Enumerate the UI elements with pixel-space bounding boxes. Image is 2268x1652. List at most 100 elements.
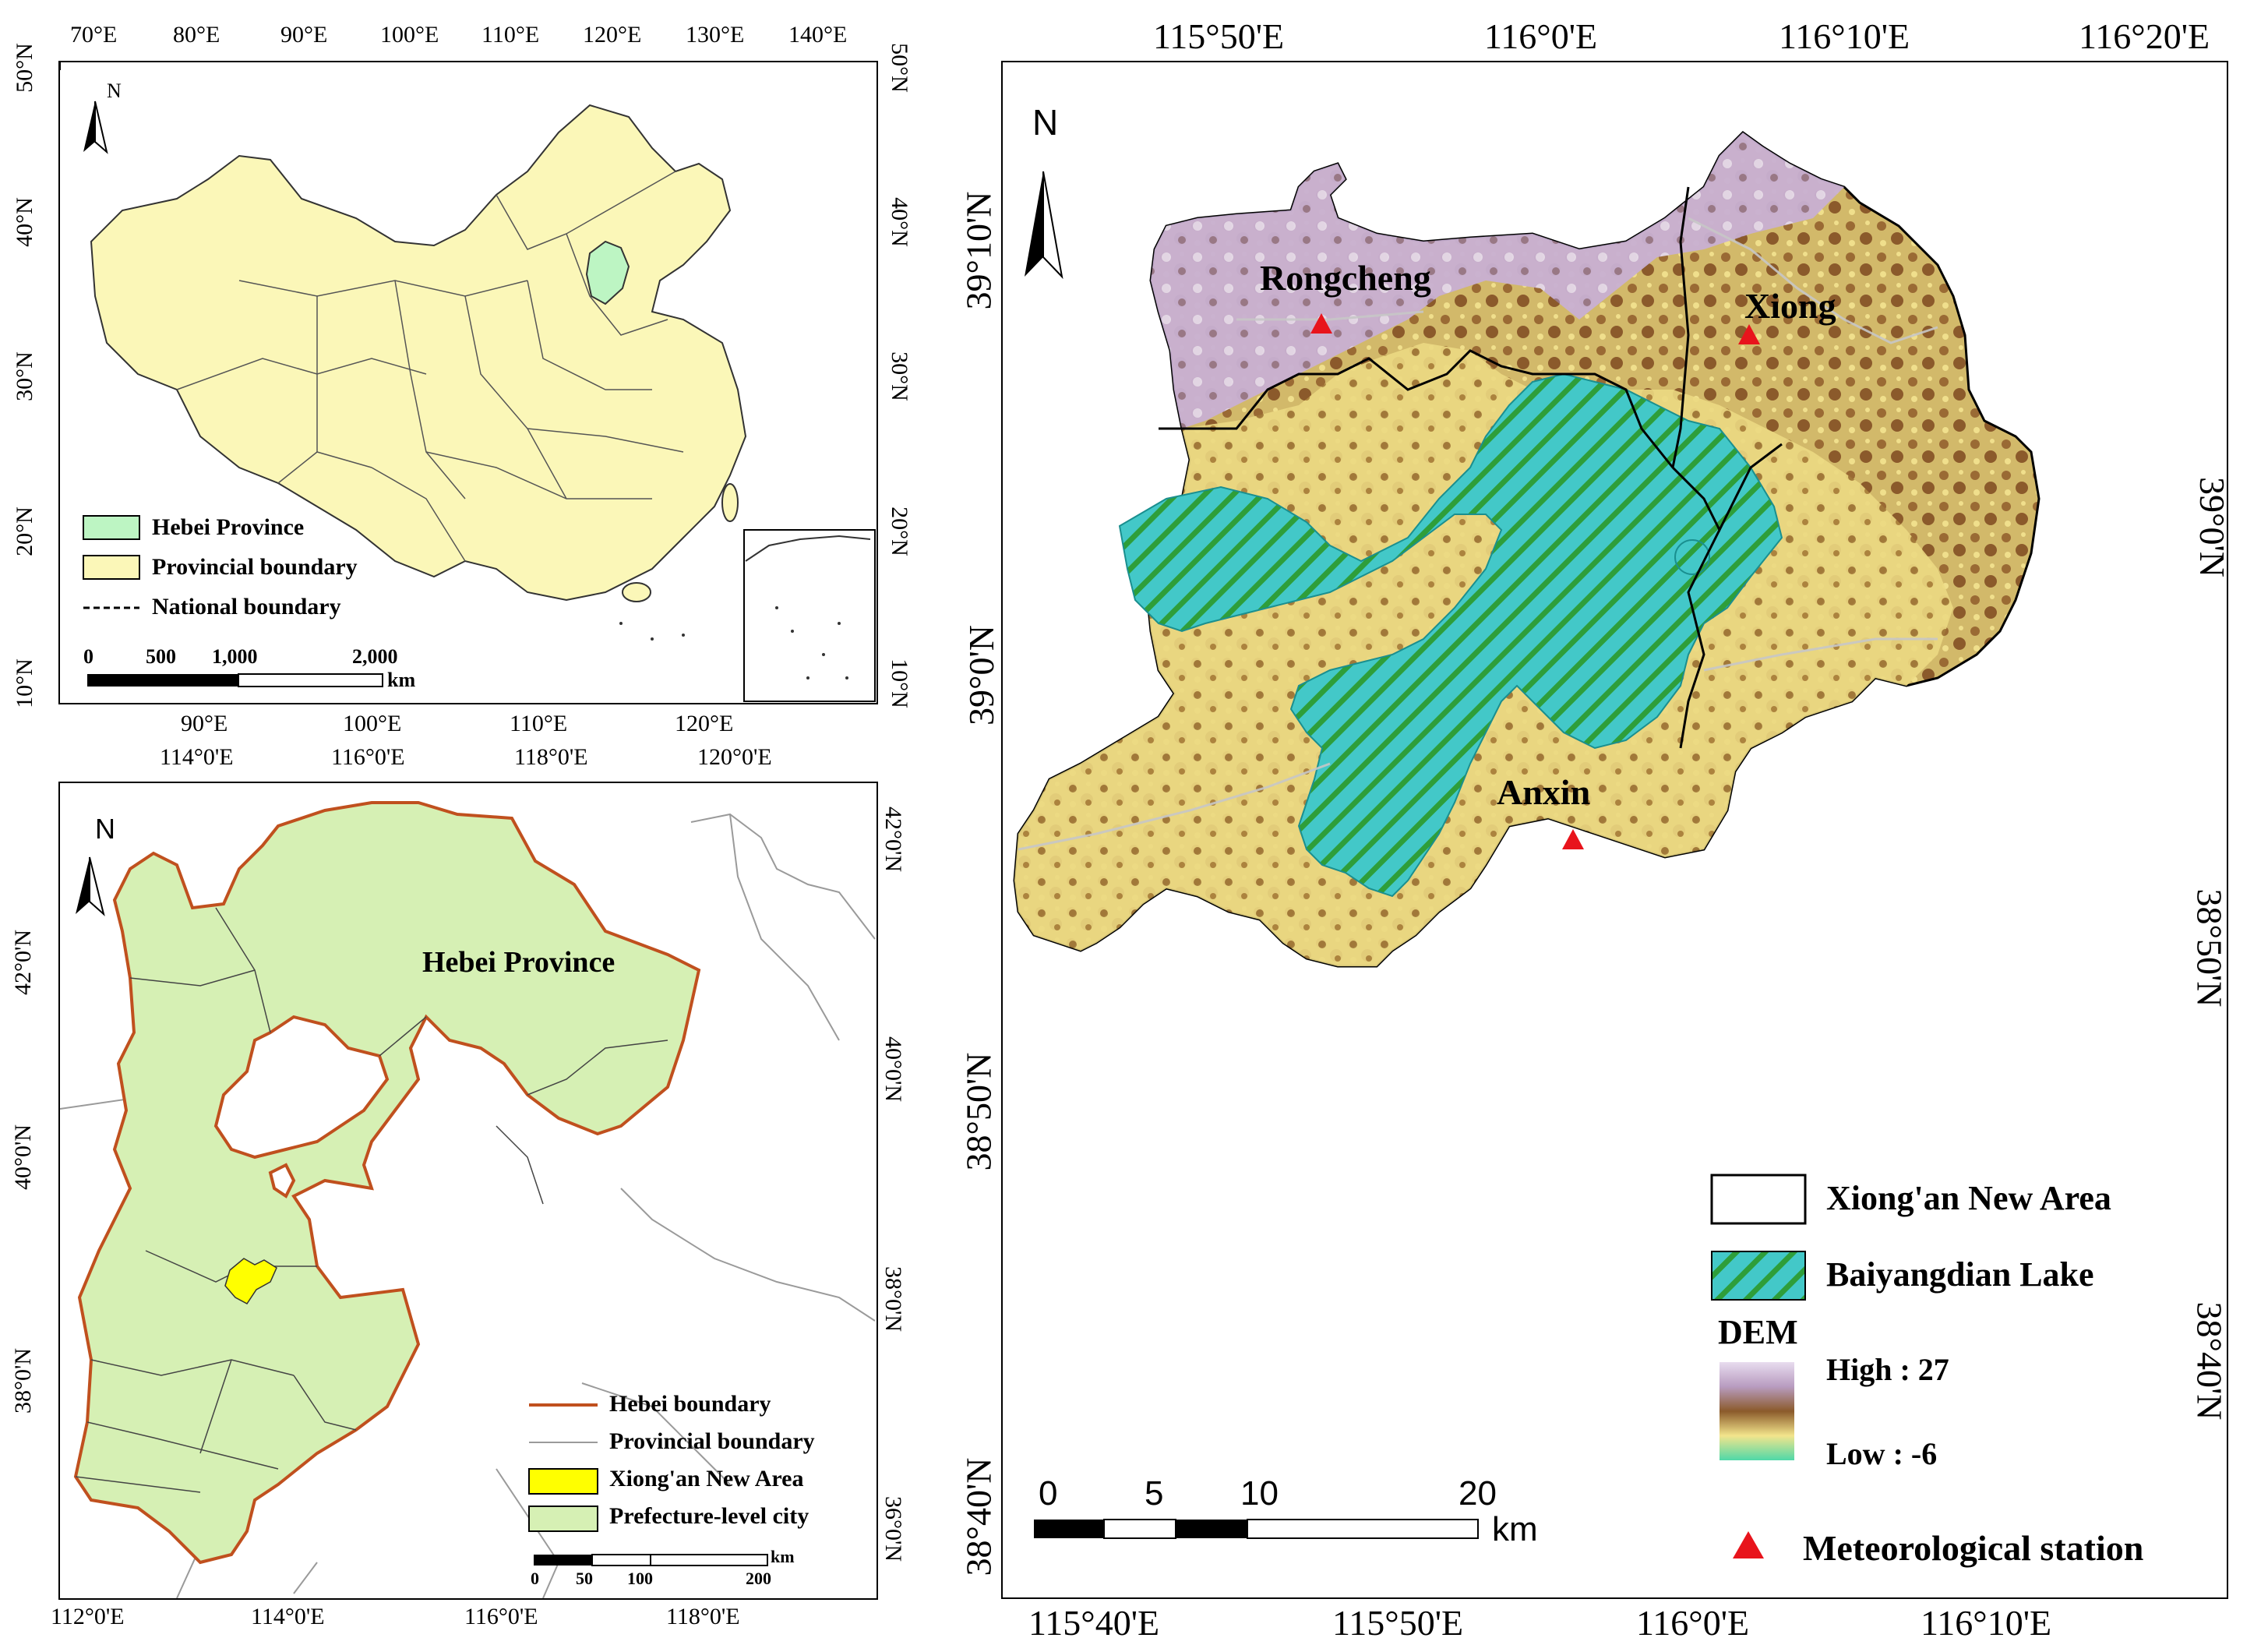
- legend-label: Provincial boundary: [609, 1428, 815, 1454]
- tick-42n-left: 42°0'N: [10, 929, 37, 996]
- legend-dem-title: DEM: [1718, 1313, 1798, 1351]
- tick-10n-left: 10°N: [11, 658, 37, 708]
- xiongan-dem-graphic: [1013, 131, 2040, 1558]
- tick-90e: 90°E: [280, 22, 328, 48]
- tick-114e-top: 114°0'E: [160, 744, 234, 770]
- tick-38-40n-right: 38°40'N: [2189, 1301, 2230, 1421]
- tick-38-50n-left: 38°50'N: [958, 1052, 999, 1171]
- south-china-sea-inset: [743, 529, 876, 702]
- scale-label-0: 0: [531, 1569, 539, 1588]
- anxin-label: Anxin: [1497, 772, 1591, 812]
- tick-10n-right: 10°N: [886, 658, 912, 708]
- tick-100e-bottom: 100°E: [343, 711, 402, 736]
- legend-provincial-boundary: Provincial boundary: [609, 1428, 815, 1455]
- tick-30n-right: 30°N: [886, 351, 912, 401]
- tick-50n-right: 50°N: [886, 43, 912, 93]
- tick-80e: 80°E: [173, 22, 220, 48]
- tick-110e-bottom: 110°E: [510, 711, 568, 736]
- tick-38-40n-left: 38°40'N: [958, 1457, 999, 1576]
- hebei-province-label: Hebei Province: [422, 946, 615, 979]
- tick-116-0e-bottom: 116°0'E: [1636, 1603, 1750, 1643]
- hebei-province: [585, 240, 630, 305]
- tick-140e: 140°E: [788, 22, 848, 48]
- scale-unit: km: [771, 1547, 795, 1566]
- china-land: [90, 104, 747, 602]
- tick-116-10e-bottom: 116°10'E: [1921, 1603, 2052, 1643]
- legend-label: Xiong'an New Area: [609, 1466, 804, 1491]
- tick-36n-right: 36°0'N: [880, 1495, 907, 1562]
- tick-115-50e-bottom: 115°50'E: [1332, 1603, 1464, 1643]
- tick-118e-bottom: 118°0'E: [666, 1604, 740, 1629]
- north-label: N: [95, 813, 115, 845]
- xiongan-new-area: [224, 1258, 277, 1304]
- tick-40n-left: 40°N: [11, 197, 37, 247]
- legend-provincial-boundary: Provincial boundary: [152, 554, 358, 581]
- tick-112e-bottom: 112°0'E: [51, 1604, 125, 1629]
- china-map-graphic: [60, 62, 876, 702]
- legend-lake: Baiyangdian Lake: [1826, 1255, 2094, 1294]
- tick-110e: 110°E: [481, 22, 540, 48]
- scale-unit: km: [1492, 1510, 1538, 1548]
- tick-38n-left: 38°0'N: [10, 1347, 37, 1414]
- tick-120e-bottom: 120°E: [675, 711, 734, 736]
- tick-116e-top: 116°0'E: [331, 744, 405, 770]
- tick-116-10e-top: 116°10'E: [1779, 16, 1910, 56]
- hebei-map: N Hebei Province Hebei boundary Provinci…: [58, 782, 878, 1600]
- tick-130e: 130°E: [686, 22, 745, 48]
- legend-national-boundary: National boundary: [152, 594, 341, 620]
- legend-prefecture: Prefecture-level city: [609, 1503, 809, 1530]
- scale-label-0: 0: [83, 645, 93, 668]
- rongcheng-station-marker: [1310, 313, 1332, 334]
- tick-70e: 70°E: [70, 22, 118, 48]
- tick-39-0n-left: 39°0'N: [961, 625, 1001, 725]
- scale-unit: km: [387, 669, 416, 691]
- tick-20n-right: 20°N: [886, 507, 912, 556]
- tick-115-40e-bottom: 115°40'E: [1028, 1603, 1160, 1643]
- tick-120e-top: 120°0'E: [697, 744, 772, 770]
- xiongan-dem-map: N Rongcheng Xiong Anxin Xiong'an New Are…: [1001, 61, 2228, 1599]
- legend-dem-low: Low : -6: [1826, 1436, 1938, 1471]
- tick-39-0n-right: 39°0'N: [2192, 477, 2232, 577]
- north-label: N: [107, 79, 122, 102]
- legend-station: Meteorological station: [1803, 1528, 2144, 1568]
- legend-xiongan: Xiong'an New Area: [1826, 1179, 2111, 1217]
- tick-116-0e-top: 116°0'E: [1484, 16, 1598, 56]
- tick-114e-bottom: 114°0'E: [251, 1604, 325, 1629]
- north-label: N: [1032, 102, 1059, 143]
- tick-40n-right: 40°0'N: [880, 1036, 907, 1103]
- tick-100e: 100°E: [380, 22, 439, 48]
- tick-38n-right: 38°0'N: [880, 1265, 907, 1333]
- tick-118e-top: 118°0'E: [514, 744, 588, 770]
- legend-label: Provincial boundary: [152, 554, 358, 580]
- hebei-region: [73, 801, 701, 1565]
- scale-label-0: 0: [1039, 1474, 1058, 1513]
- legend-label: Prefecture-level city: [609, 1503, 809, 1529]
- tick-38-50n-right: 38°50'N: [2189, 888, 2230, 1008]
- scale-label-20: 20: [1459, 1474, 1497, 1513]
- baiyangdian-lake: [1118, 372, 1783, 898]
- scale-label-50: 50: [576, 1569, 593, 1588]
- legend-label: Hebei Province: [152, 514, 305, 540]
- xiong-station-marker: [1738, 324, 1760, 344]
- legend-dem-high: High : 27: [1826, 1352, 1949, 1387]
- tick-116-20e-top: 116°20'E: [2079, 16, 2210, 56]
- hebei-map-graphic: [60, 801, 876, 1598]
- rongcheng-label: Rongcheng: [1260, 258, 1431, 298]
- dem-high-zone: [1151, 132, 1844, 429]
- scale-label-100: 100: [627, 1569, 653, 1588]
- beijing-tianjin: [213, 1015, 390, 1160]
- scale-label-10: 10: [1240, 1474, 1279, 1513]
- tick-115-50e-top: 115°50'E: [1153, 16, 1285, 56]
- scale-label-2000: 2,000: [352, 645, 398, 668]
- tick-40n-right: 40°N: [886, 197, 912, 247]
- china-overview-map: N Hebei Province Provincial boundary Nat…: [58, 61, 878, 704]
- legend-xiongan: Xiong'an New Area: [609, 1466, 803, 1492]
- scale-label-200: 200: [746, 1569, 771, 1588]
- anxin-station-marker: [1562, 829, 1584, 849]
- tick-39-10n-left: 39°10'N: [958, 191, 999, 310]
- legend-hebei-boundary: Hebei boundary: [609, 1391, 771, 1417]
- tick-40n-left: 40°0'N: [10, 1124, 37, 1191]
- tick-50n-left: 50°N: [11, 43, 37, 93]
- tick-116e-bottom: 116°0'E: [464, 1604, 538, 1629]
- tick-120e: 120°E: [583, 22, 642, 48]
